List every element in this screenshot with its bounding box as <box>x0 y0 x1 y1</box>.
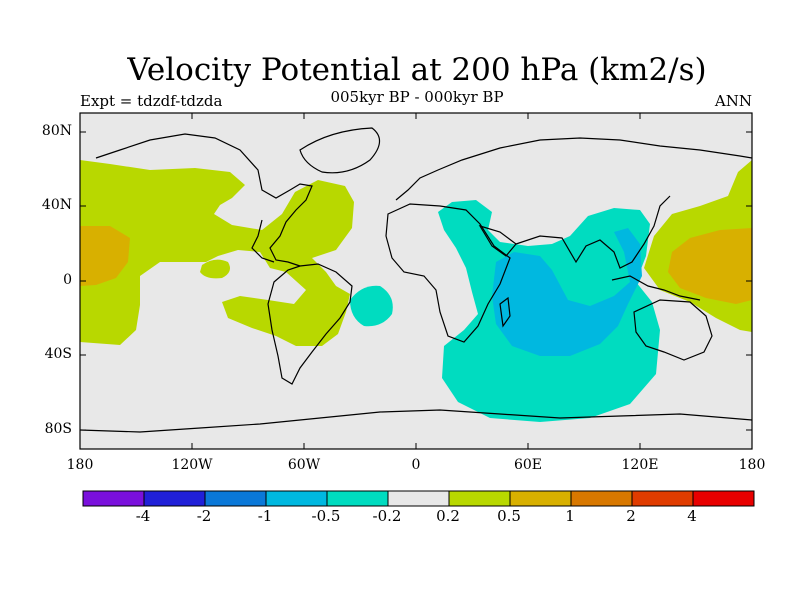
colorbar-swatch <box>509 490 572 507</box>
x-tick-label: 180 <box>738 457 766 473</box>
colorbar-label: -0.5 <box>311 507 341 525</box>
madagascar-outline <box>499 296 511 328</box>
negative-island-atlantic <box>350 285 393 327</box>
colorbar-label: 1 <box>565 507 575 525</box>
strong-negative-indian-ocean <box>492 228 642 356</box>
colorbar-label: -2 <box>196 507 212 525</box>
greenland-outline <box>299 127 381 174</box>
colorbar-swatch <box>631 490 694 507</box>
colorbar-swatch <box>82 490 145 507</box>
colorbar-swatch <box>387 490 450 507</box>
south-america-outline <box>267 263 353 385</box>
antarctica-outline <box>80 409 752 433</box>
colorbar-label: -1 <box>257 507 273 525</box>
colorbar-swatch <box>143 490 206 507</box>
x-tick-label: 0 <box>411 457 421 473</box>
colorbar-swatch <box>448 490 511 507</box>
colorbar-swatch <box>326 490 389 507</box>
strong-positive-east-pacific <box>80 226 130 286</box>
x-tick-label: 120E <box>621 457 659 473</box>
colorbar-label: 0.5 <box>497 507 521 525</box>
y-tick-label: 40S <box>44 346 72 362</box>
strong-positive-west-pacific <box>668 228 752 304</box>
x-tick-label: 60W <box>287 457 321 473</box>
europe-outline <box>395 137 752 201</box>
colorbar-label: 2 <box>626 507 636 525</box>
subtitle: 005kyr BP - 000kyr BP <box>330 88 504 106</box>
positive-region-americas <box>80 160 354 346</box>
x-tick-label: 60E <box>513 457 543 473</box>
colorbar-swatch <box>265 490 328 507</box>
y-tick-label: 0 <box>63 272 72 288</box>
arabia-outline <box>478 224 517 257</box>
coastlines <box>80 127 752 433</box>
colorbar-label: -4 <box>135 507 151 525</box>
colorbar-swatch <box>692 490 755 507</box>
y-tick-label: 80N <box>41 123 72 139</box>
colorbar-label: 4 <box>687 507 697 525</box>
y-tick-label: 80S <box>44 421 72 437</box>
colorbar-swatch <box>204 490 267 507</box>
south-asia-outline <box>515 195 671 269</box>
axis-ticks <box>79 113 753 449</box>
experiment-label: Expt = tdzdf-tdzda <box>80 92 223 110</box>
positive-island-pacific <box>200 259 230 279</box>
x-tick-label: 180 <box>66 457 94 473</box>
colorbar-swatch <box>570 490 633 507</box>
colorbar-label: 0.2 <box>436 507 460 525</box>
africa-outline <box>385 203 511 343</box>
colorbar-label: -0.2 <box>372 507 402 525</box>
colorbar <box>82 490 755 507</box>
x-tick-label: 120W <box>171 457 213 473</box>
australia-outline <box>633 299 713 361</box>
north-america-outline <box>95 133 313 267</box>
y-tick-label: 40N <box>41 197 72 213</box>
maritime-continent-outline <box>611 275 701 301</box>
central-america-outline <box>251 219 275 263</box>
page-title: Velocity Potential at 200 hPa (km2/s) <box>127 52 707 88</box>
ocean-background <box>80 113 752 449</box>
season-label: ANN <box>714 92 752 110</box>
